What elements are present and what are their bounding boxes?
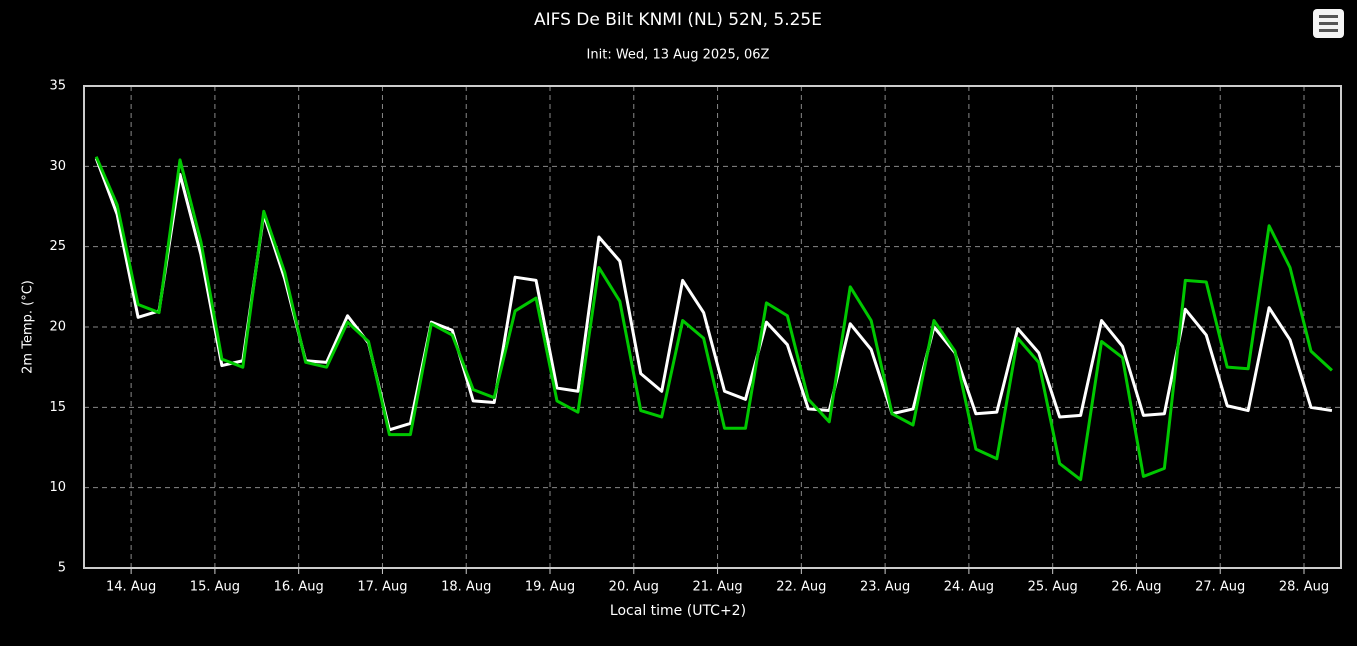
y-axis-label: 2m Temp. (°C) [21,280,36,374]
x-axis-label: Local time (UTC+2) [610,603,746,619]
y-tick-label: 10 [49,480,66,495]
y-tick-label: 25 [49,239,66,254]
x-tick-label: 28. Aug [1279,580,1329,595]
x-tick-label: 22. Aug [776,580,826,595]
x-tick-label: 19. Aug [525,580,575,595]
y-tick-label: 35 [49,79,66,94]
menu-button[interactable] [1313,9,1344,38]
x-tick-label: 21. Aug [692,580,742,595]
y-tick-label: 30 [49,159,66,174]
x-tick-label: 27. Aug [1195,580,1245,595]
x-tick-label: 24. Aug [944,580,994,595]
y-tick-label: 15 [49,400,66,415]
x-tick-label: 17. Aug [357,580,407,595]
chart-subtitle: Init: Wed, 13 Aug 2025, 06Z [587,48,770,63]
x-tick-label: 18. Aug [441,580,491,595]
y-tick-label: 5 [58,561,66,576]
x-tick-label: 26. Aug [1111,580,1161,595]
x-tick-label: 25. Aug [1028,580,1078,595]
x-tick-label: 20. Aug [609,580,659,595]
x-tick-label: 15. Aug [190,580,240,595]
y-tick-label: 20 [49,320,66,335]
series-line [94,156,1333,482]
chart-title: AIFS De Bilt KNMI (NL) 52N, 5.25E [534,10,822,30]
x-tick-label: 16. Aug [274,580,324,595]
x-tick-label: 23. Aug [860,580,910,595]
plot-border [83,85,1342,569]
x-tick-label: 14. Aug [106,580,156,595]
